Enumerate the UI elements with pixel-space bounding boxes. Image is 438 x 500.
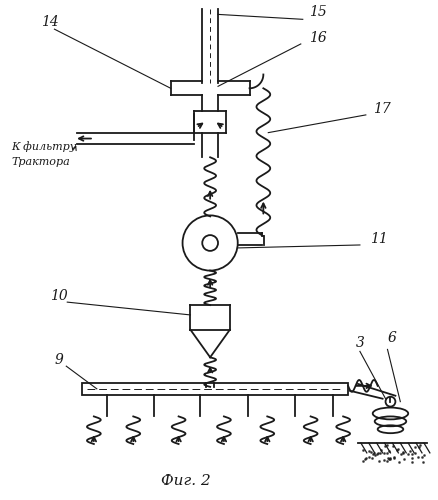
Text: К фильтру: К фильтру — [11, 142, 76, 152]
Text: 3: 3 — [355, 336, 364, 350]
Text: 16: 16 — [308, 31, 326, 45]
Text: 10: 10 — [50, 289, 68, 303]
FancyBboxPatch shape — [82, 383, 347, 394]
Text: 6: 6 — [387, 330, 396, 344]
Text: 17: 17 — [372, 102, 389, 116]
Text: 14: 14 — [41, 15, 58, 29]
Text: 15: 15 — [308, 6, 326, 20]
Text: Фиг. 2: Фиг. 2 — [160, 474, 210, 488]
Text: Трактора: Трактора — [11, 157, 70, 167]
Text: 11: 11 — [369, 232, 387, 246]
Text: 9: 9 — [54, 353, 63, 367]
